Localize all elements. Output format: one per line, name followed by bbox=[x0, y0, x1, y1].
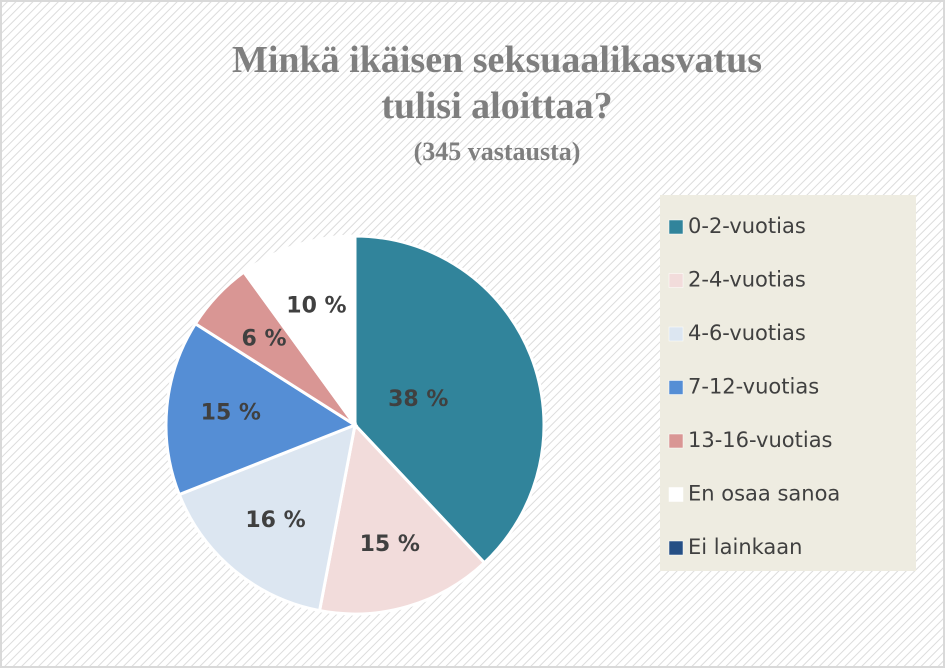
pie-slice bbox=[177, 422, 357, 613]
legend-label: Ei lainkaan bbox=[688, 535, 802, 559]
chart-title: Minkä ikäisen seksuaalikasvatus bbox=[232, 39, 762, 81]
legend-marker bbox=[668, 273, 684, 288]
legend-label: En osaa sanoa bbox=[688, 482, 840, 506]
chart-subtitle: (345 vastausta) bbox=[414, 137, 581, 166]
legend-label: 7-12-vuotias bbox=[688, 375, 819, 399]
legend-box bbox=[660, 195, 916, 571]
legend-label: 0-2-vuotias bbox=[688, 214, 806, 238]
data-label: 6 % bbox=[242, 327, 287, 352]
pie-slice bbox=[353, 234, 546, 565]
data-label: 10 % bbox=[286, 293, 346, 318]
pie-slice bbox=[317, 421, 487, 616]
legend-marker bbox=[668, 433, 684, 449]
pie-slice bbox=[164, 321, 359, 497]
legend-marker bbox=[668, 219, 684, 235]
legend-marker bbox=[668, 326, 684, 342]
data-label: 38 % bbox=[388, 387, 448, 412]
legend-marker bbox=[668, 380, 684, 395]
legend-label: 2-4-vuotias bbox=[688, 268, 806, 292]
chart-title: tulisi aloittaa? bbox=[381, 85, 612, 127]
legend-marker bbox=[668, 540, 684, 556]
legend-label: 13-16-vuotias bbox=[688, 428, 833, 452]
data-label: 15 % bbox=[201, 400, 261, 425]
data-label: 15 % bbox=[360, 532, 420, 557]
legend-label: 4-6-vuotias bbox=[688, 321, 806, 345]
pie-slice bbox=[241, 234, 357, 430]
data-label: 16 % bbox=[245, 508, 305, 533]
legend-marker bbox=[668, 487, 684, 502]
